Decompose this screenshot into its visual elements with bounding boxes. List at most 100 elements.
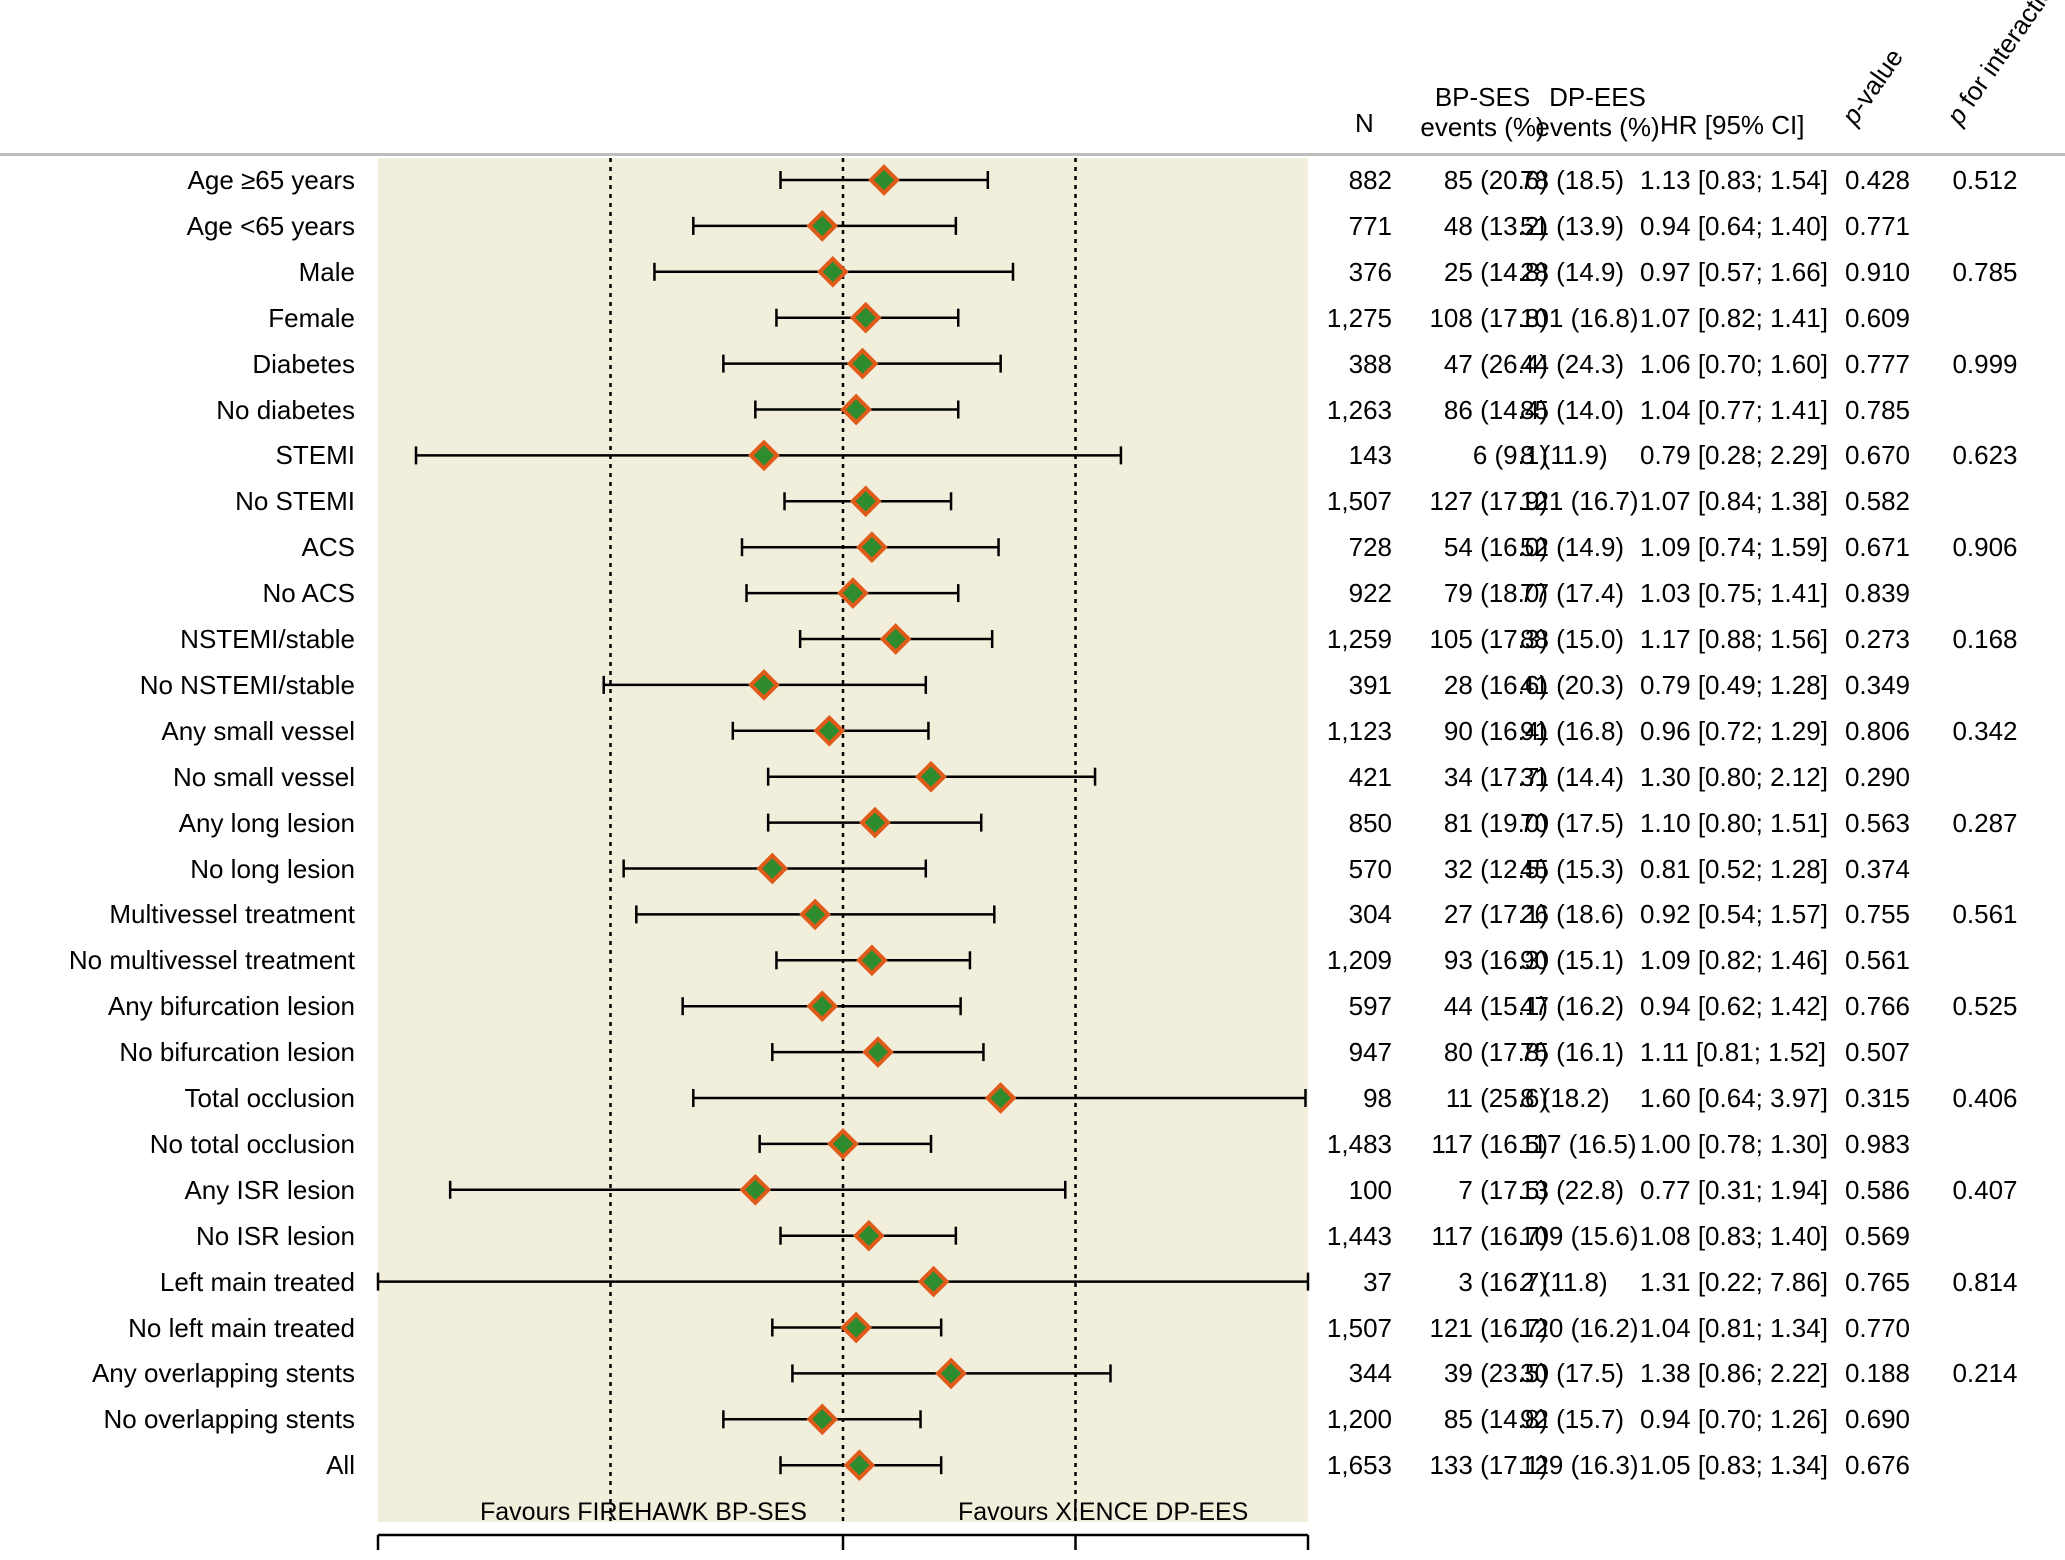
cell-p-value: 0.273 [1844,624,1911,654]
cell-p-interaction: 0.406 [1952,1083,2018,1113]
cell-hr: 0.94 [0.64; 1.40] [1640,210,1828,241]
cell-p-interaction: 0.999 [1952,348,2018,379]
cell-p-value: 0.785 [1844,394,1911,425]
ci-row-7 [783,485,953,518]
hr-marker [840,393,872,426]
cell-bp-ses: 108 (17.8) [1429,302,1548,333]
cell-dp-ees: 41 (20.3) [1520,669,1625,700]
ci-row-19 [771,1036,985,1068]
row-label: No diabetes [216,394,355,425]
ci-row-24 [376,1265,1310,1298]
hr-marker [806,990,839,1023]
cell-bp-ses: 39 (23.5) [1443,1358,1548,1389]
cell-bp-ses: 25 (14.8) [1443,256,1548,287]
cell-p-value: 0.910 [1844,256,1911,287]
row-label: Any ISR lesion [184,1174,355,1205]
favours-right-label: Favours XIENCE DP-EES [958,1498,1249,1526]
cell-hr: 1.60 [0.64; 3.97] [1640,1083,1828,1113]
cell-hr: 1.38 [0.86; 2.22] [1640,1358,1828,1389]
cell-p-value: 0.777 [1844,348,1911,379]
cell-hr: 1.04 [0.77; 1.41] [1640,394,1828,425]
cell-dp-ees: 85 (14.0) [1520,394,1625,425]
cell-p-value: 0.374 [1844,853,1911,884]
cell-bp-ses: 48 (13.2) [1443,210,1548,241]
cell-n: 304 [1348,899,1392,930]
cell-bp-ses: 90 (16.4) [1443,715,1548,746]
cell-p-interaction: 0.407 [1952,1174,2018,1205]
hr-marker [849,485,882,518]
ci-row-3 [775,301,960,334]
row-label: No ACS [262,578,356,609]
hr-marker [843,1449,876,1482]
cell-p-interaction: 0.623 [1952,440,2018,471]
cell-p-value: 0.690 [1844,1404,1911,1435]
cell-p-value: 0.671 [1844,532,1911,563]
row-label: Any long lesion [178,807,355,838]
row-label: No total occlusion [149,1128,355,1159]
hr-marker [756,852,789,885]
cell-bp-ses: 34 (17.7) [1443,761,1548,792]
cell-n: 1,653 [1326,1450,1392,1481]
cell-p-interaction: 0.287 [1952,807,2018,838]
cell-hr: 1.17 [0.88; 1.56] [1640,624,1828,654]
header-bp-ses: BP-SES events (%) [1405,82,1560,142]
cell-dp-ees: 51 (13.9) [1520,210,1625,241]
cell-bp-ses: 54 (16.0) [1443,532,1548,563]
cell-p-value: 0.676 [1844,1450,1911,1481]
cell-bp-ses: 86 (14.4) [1443,394,1548,425]
cell-n: 1,443 [1326,1220,1392,1251]
ci-row-16 [635,898,996,931]
hr-marker [852,1219,885,1252]
cell-dp-ees: 129 (16.3) [1520,1450,1639,1481]
cell-p-value: 0.765 [1844,1266,1911,1297]
cell-p-value: 0.569 [1844,1220,1911,1251]
cell-bp-ses: 3 (16.7) [1458,1266,1548,1297]
cell-p-value: 0.670 [1844,440,1911,471]
cell-dp-ees: 121 (16.7) [1520,486,1639,517]
cell-dp-ees: 70 (17.5) [1520,807,1625,838]
cell-bp-ses: 85 (14.8) [1443,1404,1548,1435]
row-label: Male [298,256,355,287]
hr-marker [827,1128,859,1160]
cell-n: 570 [1348,853,1392,884]
row-label: Total occlusion [184,1083,355,1113]
cell-p-value: 0.586 [1844,1174,1911,1205]
cell-p-value: 0.507 [1844,1037,1911,1068]
cell-dp-ees: 52 (14.9) [1520,532,1625,563]
cell-bp-ses: 7 (17.5) [1458,1174,1548,1205]
cell-hr: 1.07 [0.84; 1.38] [1640,486,1828,517]
row-label: All [326,1450,355,1481]
hr-marker [799,898,831,931]
cell-dp-ees: 2 (11.8) [1520,1266,1608,1297]
cell-n: 1,275 [1326,302,1392,333]
hr-marker [840,1311,872,1344]
cell-n: 1,483 [1326,1128,1392,1159]
row-label: No bifurcation lesion [119,1037,355,1068]
ci-row-12 [731,714,930,747]
cell-hr: 1.11 [0.81; 1.52] [1640,1037,1826,1068]
cell-hr: 0.79 [0.49; 1.28] [1640,669,1828,700]
cell-p-value: 0.770 [1844,1312,1911,1343]
cell-p-value: 0.839 [1844,578,1911,609]
hr-marker [856,944,888,977]
cell-dp-ees: 75 (16.1) [1520,1037,1625,1068]
hr-marker [748,669,780,701]
cell-n: 1,507 [1326,486,1392,517]
cell-hr: 1.07 [0.82; 1.41] [1640,302,1828,333]
cell-p-interaction: 0.561 [1952,899,2018,930]
cell-n: 37 [1363,1266,1392,1297]
cell-p-value: 0.755 [1844,899,1911,930]
ci-row-22 [448,1173,1067,1206]
cell-dp-ees: 91 (16.8) [1520,715,1625,746]
cell-bp-ses: 127 (17.9) [1429,486,1548,517]
cell-dp-ees: 109 (15.6) [1520,1220,1639,1251]
cell-p-value: 0.349 [1844,669,1911,700]
cell-bp-ses: 117 (16.5) [1431,1128,1548,1159]
cell-n: 947 [1348,1037,1392,1068]
cell-p-value: 0.771 [1844,210,1911,241]
cell-dp-ees: 88 (15.0) [1520,624,1625,654]
cell-p-value: 0.315 [1844,1083,1911,1113]
header-dp-line1: DP-EES [1549,82,1646,112]
cell-p-interaction: 0.785 [1952,256,2018,287]
